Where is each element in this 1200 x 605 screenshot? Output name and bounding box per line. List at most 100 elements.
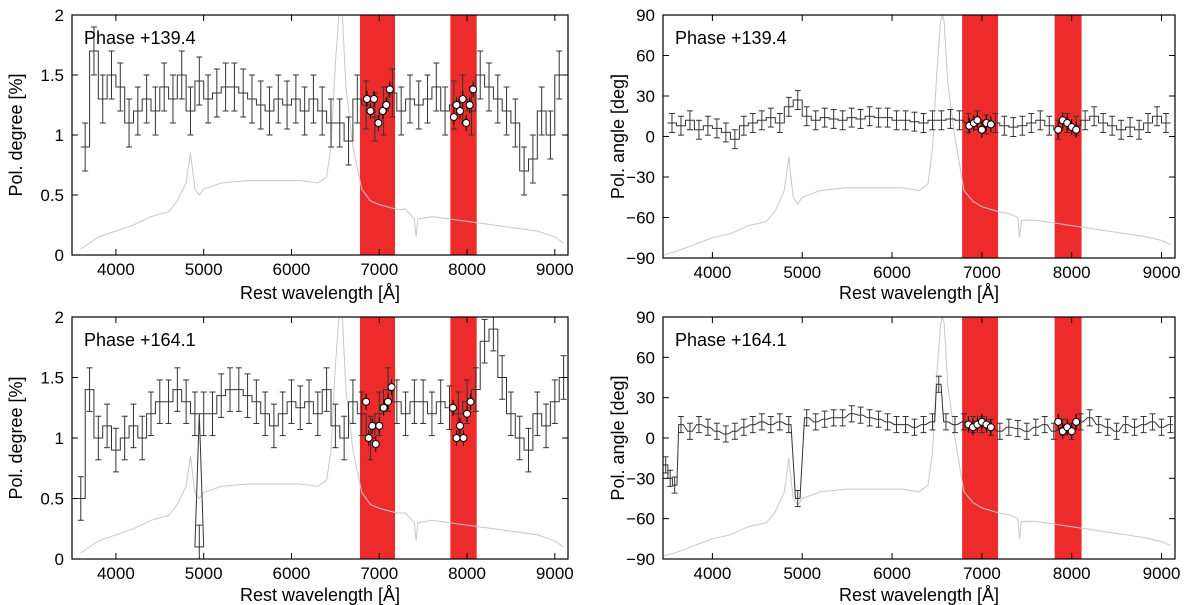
band-marker-point xyxy=(362,397,371,406)
y-tick-label: −60 xyxy=(626,209,655,228)
error-bar xyxy=(667,469,674,487)
pol-step-line xyxy=(667,99,1171,140)
band-marker-point xyxy=(384,397,393,406)
error-bar xyxy=(767,107,774,128)
error-bar xyxy=(1163,113,1170,133)
y-tick-label: 90 xyxy=(636,6,655,25)
error-bar xyxy=(130,403,137,449)
error-bar xyxy=(1023,422,1030,440)
x-tick-label: 9000 xyxy=(536,564,574,583)
error-bar xyxy=(704,115,711,136)
error-bar xyxy=(740,115,747,136)
error-bar xyxy=(1010,117,1017,137)
band-marker xyxy=(449,109,458,125)
band-marker-point xyxy=(986,423,995,432)
error-bar xyxy=(902,415,909,434)
error-bar xyxy=(1167,415,1174,434)
phase-label: Phase +164.1 xyxy=(84,330,196,350)
y-axis-title: Pol. degree [%] xyxy=(6,73,26,196)
x-tick-label: 9000 xyxy=(536,260,574,279)
band-marker-point xyxy=(456,107,465,115)
error-bar xyxy=(358,391,365,437)
error-bar xyxy=(920,415,927,434)
band-marker xyxy=(1067,423,1076,440)
error-bar xyxy=(472,367,479,412)
error-bar xyxy=(1014,420,1021,438)
plot-frame xyxy=(662,316,1176,560)
spectrum-line xyxy=(663,317,1171,557)
error-bar xyxy=(996,422,1003,440)
error-bar xyxy=(1109,115,1116,136)
error-bar xyxy=(490,317,497,352)
error-bar xyxy=(1077,413,1084,431)
band-marker xyxy=(973,112,982,129)
band-marker xyxy=(1072,121,1081,138)
error-bar xyxy=(830,109,837,129)
error-bar xyxy=(749,415,756,434)
error-bar xyxy=(543,403,550,449)
y-tick-label: 30 xyxy=(636,389,655,408)
error-bar xyxy=(209,391,216,437)
error-bar xyxy=(200,391,207,437)
x-tick-label: 5000 xyxy=(783,263,821,282)
error-bar xyxy=(556,50,563,100)
error-bar xyxy=(740,418,747,436)
error-bar xyxy=(165,379,172,424)
band-marker-point xyxy=(977,125,986,134)
band-marker-point xyxy=(1072,417,1081,426)
band-marker-point xyxy=(456,421,465,430)
error-bar xyxy=(95,415,102,461)
error-bar xyxy=(266,86,273,136)
phase-label: Phase +139.4 xyxy=(84,28,196,48)
y-tick-label: −90 xyxy=(626,550,655,569)
error-bar xyxy=(951,415,958,434)
plot-area xyxy=(663,317,1174,559)
band-marker xyxy=(362,393,371,410)
band-marker-point xyxy=(382,101,391,109)
band-marker xyxy=(364,430,373,446)
band-marker xyxy=(374,115,383,131)
error-bar xyxy=(354,74,361,124)
band-marker xyxy=(463,405,472,422)
error-bar xyxy=(785,415,792,434)
error-bar xyxy=(231,62,238,112)
x-tick-label: 5000 xyxy=(185,564,223,583)
error-bar xyxy=(1086,409,1093,427)
y-tick-label: 2 xyxy=(55,308,64,327)
error-bar xyxy=(686,110,693,131)
band-marker xyxy=(462,115,471,131)
error-bar xyxy=(722,122,729,143)
error-bar xyxy=(77,476,84,521)
error-bar xyxy=(156,379,163,424)
error-bar xyxy=(1001,115,1008,136)
error-bar xyxy=(1140,415,1147,434)
error-bar xyxy=(275,74,282,124)
error-bar xyxy=(776,113,783,133)
band-marker-point xyxy=(465,101,474,109)
error-bar xyxy=(327,98,334,148)
error-bar xyxy=(911,111,918,132)
y-tick-label: −30 xyxy=(626,168,655,187)
error-bar xyxy=(477,50,484,100)
x-tick-label: 6000 xyxy=(873,263,911,282)
x-tick-label: 7000 xyxy=(963,564,1001,583)
error-bar xyxy=(830,409,837,427)
error-bar xyxy=(1118,119,1125,140)
band-marker-point xyxy=(452,434,461,442)
error-bar xyxy=(551,379,558,424)
error-bar xyxy=(437,379,444,424)
error-bar xyxy=(704,418,711,436)
error-bar xyxy=(279,391,286,437)
y-tick-label: 1 xyxy=(55,126,64,145)
error-bar xyxy=(485,62,492,112)
band-marker-point xyxy=(1067,427,1076,436)
error-bar xyxy=(1145,113,1152,133)
x-tick-label: 4000 xyxy=(693,263,731,282)
error-bar xyxy=(284,80,291,130)
error-bar xyxy=(731,129,738,150)
x-axis-title: Rest wavelength [Å] xyxy=(240,283,400,303)
error-bar xyxy=(866,409,873,427)
x-tick-label: 4000 xyxy=(97,260,135,279)
error-bar xyxy=(257,80,264,130)
error-bar xyxy=(839,110,846,131)
